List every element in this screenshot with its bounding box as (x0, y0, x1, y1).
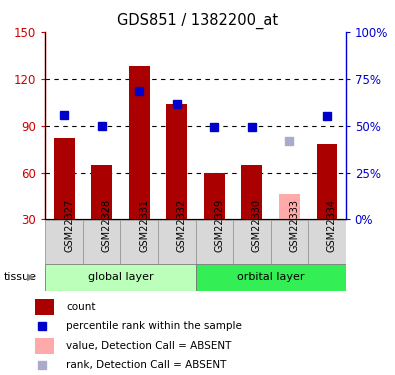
Bar (279, 194, 300, 219)
Text: GSM22334: GSM22334 (327, 199, 337, 252)
Bar (35, 338, 54, 354)
Bar (308, 220, 346, 264)
Text: rank, Detection Call = ABSENT: rank, Detection Call = ABSENT (66, 360, 227, 370)
Bar (316, 144, 337, 219)
Bar (196, 264, 346, 291)
Text: GSM22327: GSM22327 (64, 199, 74, 252)
Text: GSM22331: GSM22331 (139, 199, 149, 252)
Bar (54, 138, 75, 219)
Bar (271, 220, 308, 264)
Text: tissue: tissue (4, 272, 37, 282)
Bar (129, 66, 150, 219)
Bar (120, 220, 158, 264)
Bar (166, 104, 187, 219)
Text: GSM22333: GSM22333 (289, 199, 299, 252)
Bar (233, 220, 271, 264)
Text: value, Detection Call = ABSENT: value, Detection Call = ABSENT (66, 341, 232, 351)
Text: GSM22330: GSM22330 (252, 199, 262, 252)
Text: orbital layer: orbital layer (237, 272, 304, 282)
Bar (45, 220, 83, 264)
Bar (35, 299, 54, 315)
Text: count: count (66, 302, 96, 312)
Bar (241, 165, 262, 219)
Text: ▶: ▶ (27, 272, 35, 282)
Text: global layer: global layer (88, 272, 153, 282)
Text: GDS851 / 1382200_at: GDS851 / 1382200_at (117, 13, 278, 29)
Bar (83, 220, 120, 264)
Text: GSM22332: GSM22332 (177, 199, 187, 252)
Text: GSM22329: GSM22329 (214, 199, 224, 252)
Bar (196, 220, 233, 264)
Text: GSM22328: GSM22328 (102, 199, 112, 252)
Bar (204, 172, 225, 219)
Bar (158, 220, 196, 264)
Bar (91, 165, 112, 219)
Text: percentile rank within the sample: percentile rank within the sample (66, 321, 242, 332)
Bar (45, 264, 196, 291)
